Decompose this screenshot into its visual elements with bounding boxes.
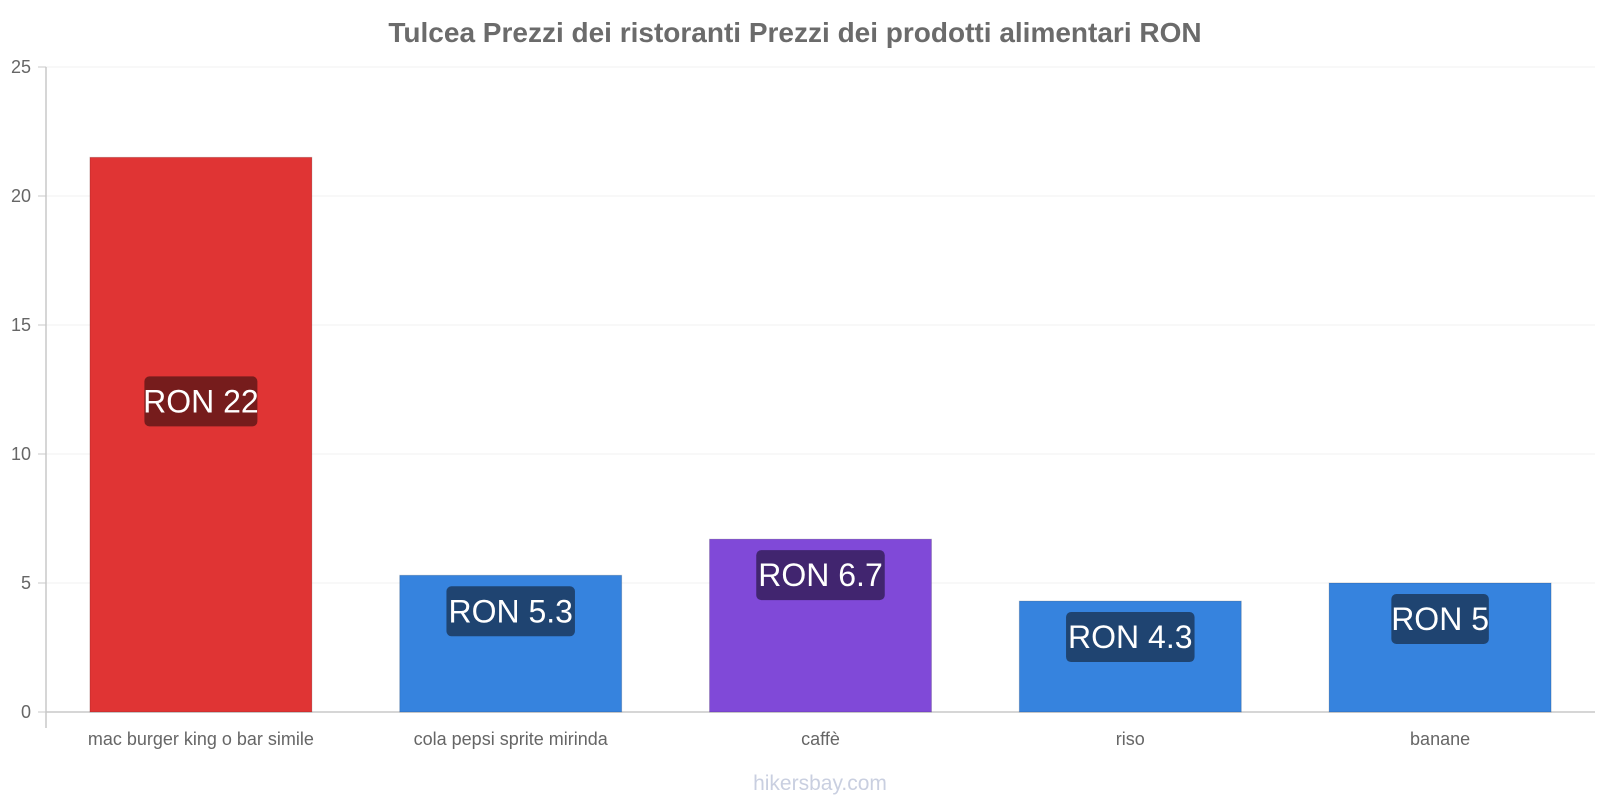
y-tick-label: 25 xyxy=(11,57,31,77)
category-label-2: cola pepsi sprite mirinda xyxy=(414,729,609,749)
y-tick-label: 15 xyxy=(11,315,31,335)
value-label-box-5 xyxy=(1391,594,1489,644)
value-label-box-2 xyxy=(446,586,575,637)
chart-title: Tulcea Prezzi dei ristoranti Prezzi dei … xyxy=(388,17,1201,48)
y-tick-label: 0 xyxy=(21,702,31,722)
category-label-1: mac burger king o bar simile xyxy=(88,729,314,749)
category-label-5: banane xyxy=(1410,729,1470,749)
value-label-2: RON 5.3 xyxy=(448,593,572,629)
y-tick-label: 10 xyxy=(11,444,31,464)
category-label-3: caffè xyxy=(801,729,840,749)
value-label-box-4 xyxy=(1066,612,1195,663)
bars xyxy=(89,156,1552,713)
category-labels: mac burger king o bar simile cola pepsi s… xyxy=(88,729,1470,749)
value-label-4: RON 4.3 xyxy=(1068,619,1192,655)
y-tick-label: 20 xyxy=(11,186,31,206)
value-label-box-3 xyxy=(756,550,885,601)
value-label-5: RON 5 xyxy=(1391,601,1489,637)
value-label-3: RON 6.7 xyxy=(758,557,882,593)
bar-1 xyxy=(89,156,313,713)
value-label-1: RON 22 xyxy=(143,383,259,419)
watermark: hikersbay.com xyxy=(753,772,887,795)
value-label-box-1 xyxy=(144,376,258,427)
y-tick-label: 5 xyxy=(21,573,31,593)
category-label-4: riso xyxy=(1116,729,1145,749)
value-labels: RON 22 RON 5.3 RON 6.7 RON 4.3 RON 5 xyxy=(143,376,1489,663)
